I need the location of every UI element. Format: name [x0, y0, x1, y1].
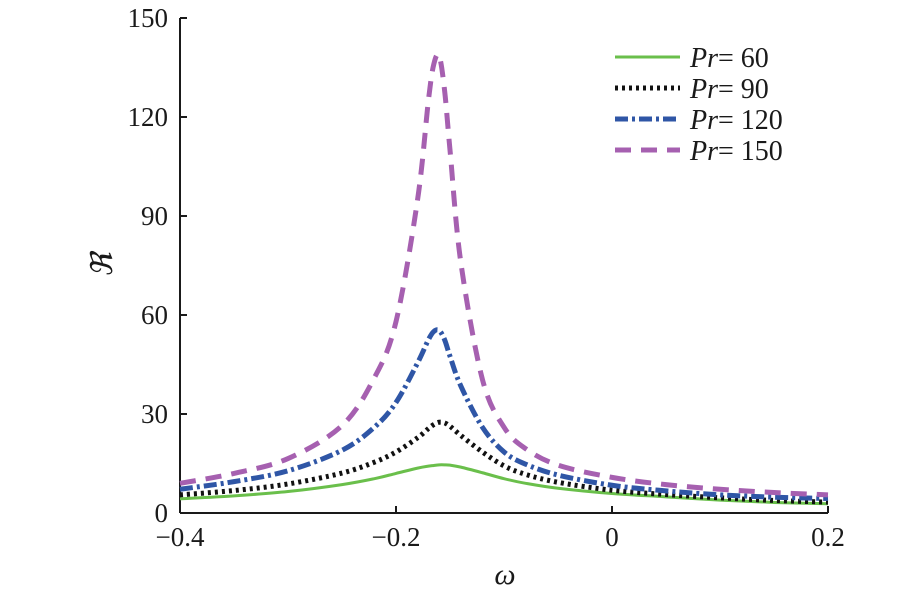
- legend-label-1: Pr= 60: [689, 43, 769, 74]
- series-layer: [179, 51, 829, 506]
- y-tick-label: 60: [141, 300, 168, 330]
- y-tick-label: 30: [141, 399, 168, 429]
- legend-label-value: = 120: [718, 105, 783, 136]
- series-line-4: [179, 51, 829, 498]
- legend-label-var: Pr: [689, 136, 718, 167]
- x-tick-label: 0.2: [811, 522, 845, 552]
- legend-label-var: Pr: [689, 105, 718, 136]
- legend-label-3: Pr= 120: [689, 105, 783, 136]
- legend-label-4: Pr= 150: [689, 136, 783, 167]
- legend-label-2: Pr= 90: [689, 74, 769, 105]
- series-line-2: [179, 419, 829, 505]
- y-tick-label: 90: [141, 201, 168, 231]
- legend-label-value: = 90: [718, 74, 769, 105]
- x-axis-label: ω: [494, 558, 515, 591]
- series-line-1: [179, 463, 829, 506]
- series-line-3: [179, 327, 829, 501]
- x-tick-label: −0.2: [372, 522, 421, 552]
- y-tick-label: 150: [128, 3, 169, 33]
- legend-label-var: Pr: [689, 43, 718, 74]
- legend-label-value: = 60: [718, 43, 769, 74]
- x-tick-label: 0: [605, 522, 619, 552]
- x-tick-label: −0.4: [156, 522, 205, 552]
- legend-label-value: = 150: [718, 136, 783, 167]
- y-tick-label: 120: [128, 102, 169, 132]
- y-axis-label: ℜ: [86, 250, 119, 277]
- legend-label-var: Pr: [689, 74, 718, 105]
- axes: 0 30 60 90 120 150 −0.4 −0.2 0 0.2: [128, 3, 845, 552]
- y-tick-label: 0: [155, 498, 169, 528]
